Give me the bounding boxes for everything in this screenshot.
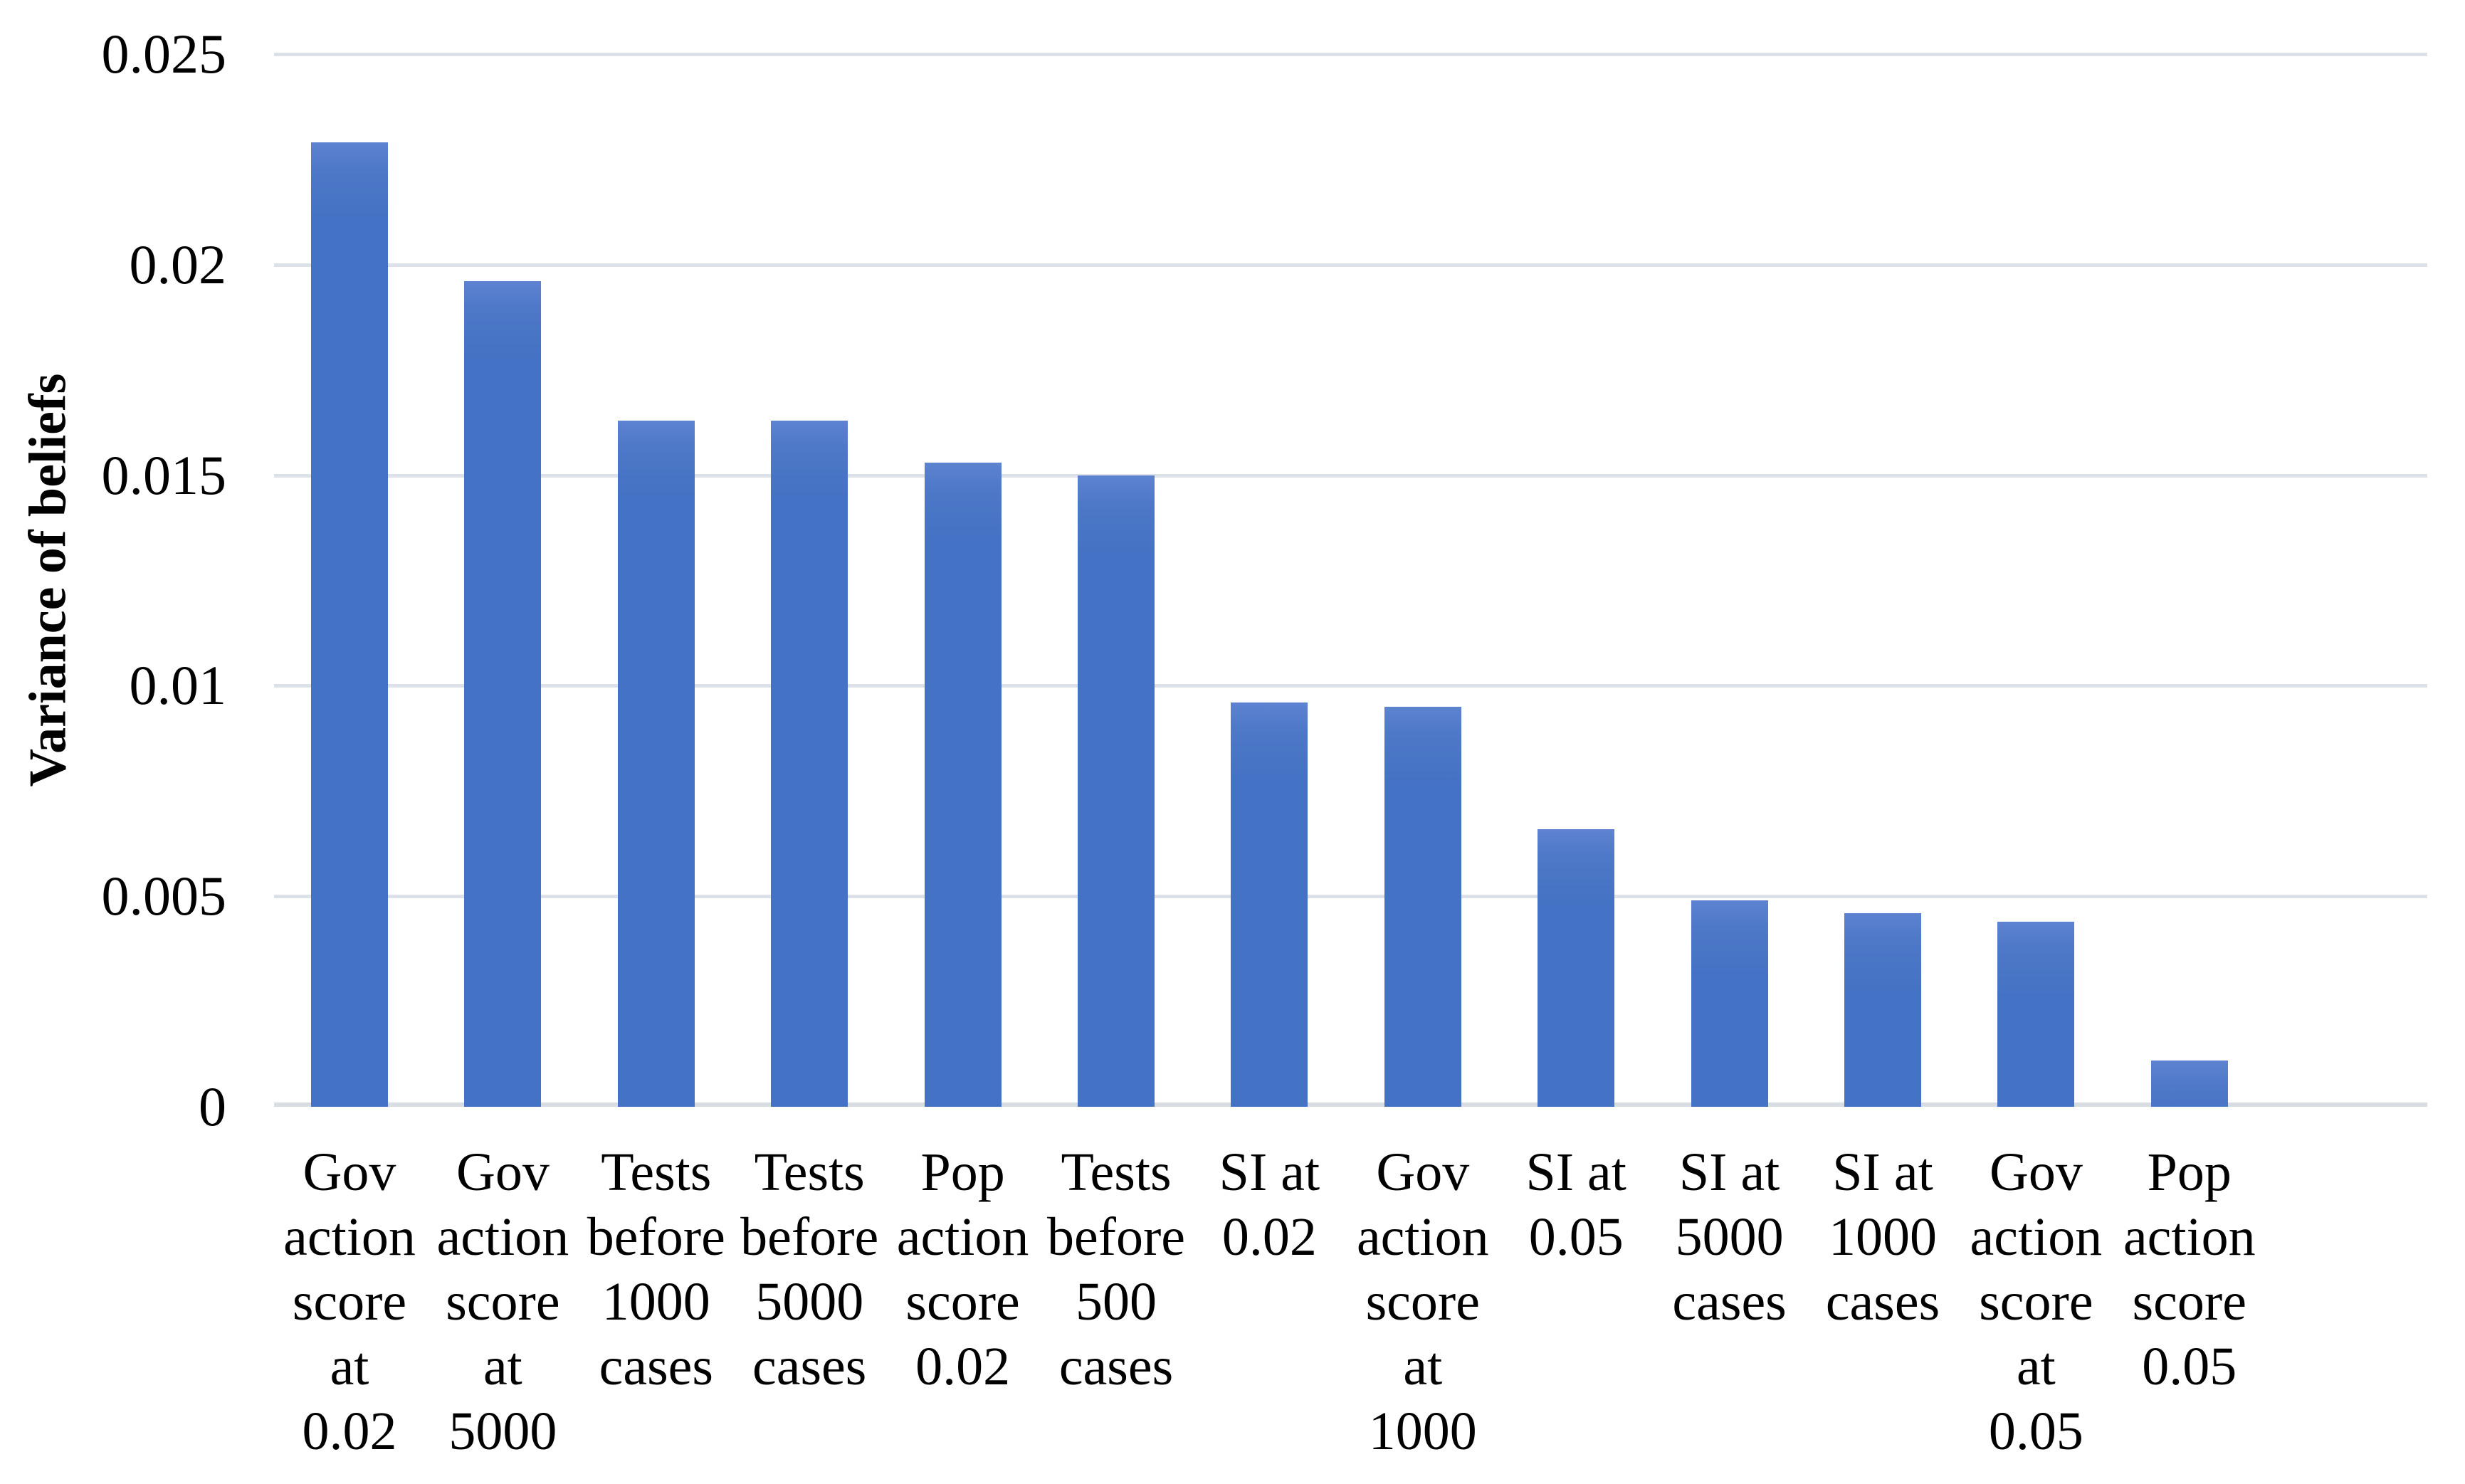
bar-2 — [464, 281, 542, 1107]
x-axis-line — [274, 1103, 2427, 1107]
gridline — [274, 684, 2427, 688]
bar-6 — [1078, 475, 1155, 1107]
gridline — [274, 473, 2427, 478]
bar-1 — [311, 142, 388, 1107]
x-tick-label: Pop action score 0.02 — [896, 1142, 1029, 1396]
y-tick-label: 0.02 — [129, 233, 227, 295]
gridline — [274, 263, 2427, 267]
bar-4 — [771, 420, 848, 1107]
bar-9 — [1538, 828, 1615, 1107]
plot-area — [274, 53, 2427, 1107]
x-tick-label: Tests before 500 cases — [1046, 1142, 1186, 1396]
x-tick-label: SI at 0.02 — [1219, 1142, 1320, 1267]
y-tick-label: 0.025 — [101, 23, 227, 85]
bar-11 — [1844, 912, 1921, 1107]
x-tick-label: SI at 1000 cases — [1825, 1142, 1940, 1332]
bar-10 — [1691, 900, 1768, 1107]
bar-3 — [617, 420, 695, 1107]
x-tick-label: Gov action score at 0.05 — [1970, 1142, 2103, 1461]
x-tick-label: Pop action score 0.05 — [2123, 1142, 2256, 1396]
x-tick-label: Gov action score at 1000 — [1356, 1142, 1489, 1461]
y-tick-label: 0.01 — [129, 654, 227, 717]
x-tick-label: Gov action score at 0.02 — [283, 1142, 416, 1461]
gridline — [274, 53, 2427, 56]
bar-12 — [1997, 921, 2075, 1107]
y-tick-label: 0 — [199, 1075, 226, 1137]
x-tick-label: SI at 0.05 — [1525, 1142, 1626, 1267]
x-tick-label: Tests before 1000 cases — [587, 1142, 725, 1396]
x-tick-label: Gov action score at 5000 — [436, 1142, 569, 1461]
bar-13 — [2150, 1060, 2228, 1107]
bar-8 — [1384, 706, 1461, 1107]
y-tick-label: 0.005 — [101, 865, 227, 927]
gridline — [274, 895, 2427, 899]
x-tick-label: Tests before 5000 cases — [740, 1142, 879, 1396]
bar-5 — [924, 462, 1002, 1107]
y-tick-label: 0.015 — [101, 443, 227, 506]
x-tick-label: SI at 5000 cases — [1672, 1142, 1787, 1332]
y-axis-title: Variance of beliefs — [19, 373, 78, 787]
bar-7 — [1231, 702, 1308, 1107]
